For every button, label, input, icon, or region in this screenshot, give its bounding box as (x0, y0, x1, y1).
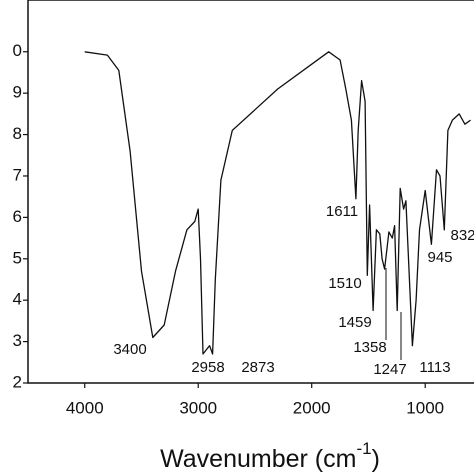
y-tick-label: 5 (13, 248, 22, 267)
peak-label: 1459 (338, 314, 371, 331)
x-axis-label-sup: -1 (356, 439, 371, 458)
peak-label: 2958 (191, 359, 224, 376)
peak-label: 945 (427, 249, 452, 266)
y-tick-label: 8 (13, 124, 22, 143)
peak-label: 3400 (113, 341, 146, 358)
y-tick-label: 0 (13, 41, 22, 60)
y-tick-label: 4 (13, 290, 22, 309)
x-axis-label-text: Wavenumber (cm (160, 445, 356, 473)
plot-frame (27, 0, 474, 384)
y-tick-label: 2 (13, 372, 22, 391)
peak-label: 832 (450, 227, 474, 244)
y-tick-label: 7 (13, 165, 22, 184)
spectrum-line (84, 51, 471, 355)
peak-label: 2873 (241, 359, 274, 376)
x-tick-label: 3000 (179, 398, 217, 417)
peak-label: 1611 (326, 203, 358, 220)
y-tick-label: 3 (13, 331, 22, 350)
y-tick-label: 6 (13, 207, 22, 226)
peak-label: 1510 (328, 275, 361, 292)
x-axis-label: Wavenumber (cm-1) (160, 439, 380, 472)
x-tick-label: 1000 (406, 398, 444, 417)
peak-label: 1113 (419, 359, 450, 376)
x-axis-label-end: ) (372, 445, 380, 473)
y-tick-label: 9 (13, 83, 22, 102)
x-tick-label: 2000 (293, 398, 331, 417)
peak-label: 1247 (373, 361, 406, 378)
x-tick-label: 4000 (66, 398, 104, 417)
peak-label: 1358 (353, 339, 386, 356)
